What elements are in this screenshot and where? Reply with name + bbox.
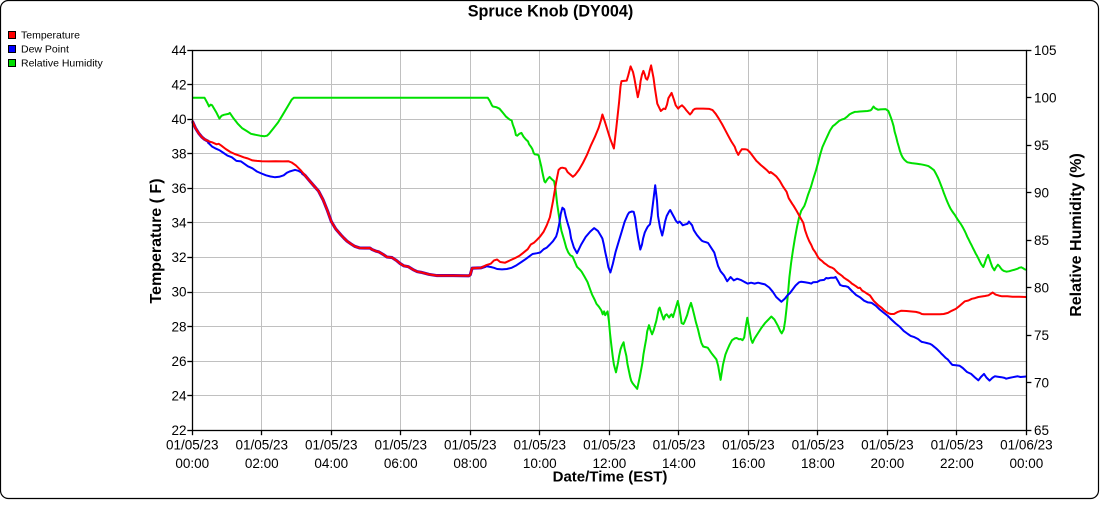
svg-text:12:00: 12:00: [593, 456, 627, 471]
svg-text:22: 22: [171, 423, 186, 438]
svg-text:44: 44: [171, 43, 187, 58]
svg-text:10:00: 10:00: [523, 456, 557, 471]
svg-text:38: 38: [171, 147, 186, 162]
svg-text:75: 75: [1034, 328, 1049, 343]
svg-text:04:00: 04:00: [314, 456, 348, 471]
svg-text:01/06/23: 01/06/23: [1000, 438, 1053, 453]
svg-text:34: 34: [171, 216, 187, 231]
svg-text:90: 90: [1034, 185, 1049, 200]
svg-text:22:00: 22:00: [940, 456, 974, 471]
svg-text:26: 26: [171, 354, 186, 369]
svg-text:85: 85: [1034, 233, 1049, 248]
svg-text:Date/Time (EST): Date/Time (EST): [553, 469, 668, 486]
svg-text:24: 24: [171, 388, 187, 403]
svg-text:16:00: 16:00: [732, 456, 766, 471]
svg-text:Temperature: Temperature: [21, 30, 80, 42]
svg-text:Dew Point: Dew Point: [21, 44, 69, 56]
svg-text:65: 65: [1034, 423, 1049, 438]
svg-text:36: 36: [171, 181, 186, 196]
svg-text:70: 70: [1034, 375, 1049, 390]
svg-text:01/05/23: 01/05/23: [305, 438, 358, 453]
svg-text:01/05/23: 01/05/23: [931, 438, 984, 453]
svg-text:95: 95: [1034, 138, 1049, 153]
svg-text:Relative Humidity: Relative Humidity: [21, 58, 103, 70]
svg-text:30: 30: [171, 285, 186, 300]
svg-text:80: 80: [1034, 280, 1049, 295]
svg-text:01/05/23: 01/05/23: [375, 438, 428, 453]
svg-text:100: 100: [1034, 90, 1057, 105]
svg-text:42: 42: [171, 77, 186, 92]
svg-text:Temperature ( F): Temperature ( F): [148, 178, 165, 303]
svg-text:02:00: 02:00: [245, 456, 279, 471]
svg-text:01/05/23: 01/05/23: [236, 438, 289, 453]
svg-text:01/05/23: 01/05/23: [861, 438, 914, 453]
svg-text:01/05/23: 01/05/23: [444, 438, 497, 453]
svg-text:32: 32: [171, 250, 186, 265]
svg-text:06:00: 06:00: [384, 456, 418, 471]
svg-text:01/05/23: 01/05/23: [653, 438, 706, 453]
svg-text:Relative Humidity (%): Relative Humidity (%): [1068, 153, 1085, 317]
svg-text:01/05/23: 01/05/23: [792, 438, 845, 453]
svg-text:28: 28: [171, 319, 186, 334]
svg-text:14:00: 14:00: [662, 456, 696, 471]
svg-text:18:00: 18:00: [801, 456, 835, 471]
svg-text:01/05/23: 01/05/23: [583, 438, 636, 453]
svg-text:Spruce Knob (DY004): Spruce Knob (DY004): [468, 3, 634, 21]
svg-text:01/05/23: 01/05/23: [514, 438, 567, 453]
svg-text:20:00: 20:00: [871, 456, 905, 471]
svg-text:01/05/23: 01/05/23: [722, 438, 775, 453]
svg-text:105: 105: [1034, 43, 1057, 58]
svg-text:00:00: 00:00: [175, 456, 209, 471]
svg-text:40: 40: [171, 112, 186, 127]
svg-text:00:00: 00:00: [1010, 456, 1044, 471]
svg-text:01/05/23: 01/05/23: [166, 438, 219, 453]
svg-text:08:00: 08:00: [453, 456, 487, 471]
